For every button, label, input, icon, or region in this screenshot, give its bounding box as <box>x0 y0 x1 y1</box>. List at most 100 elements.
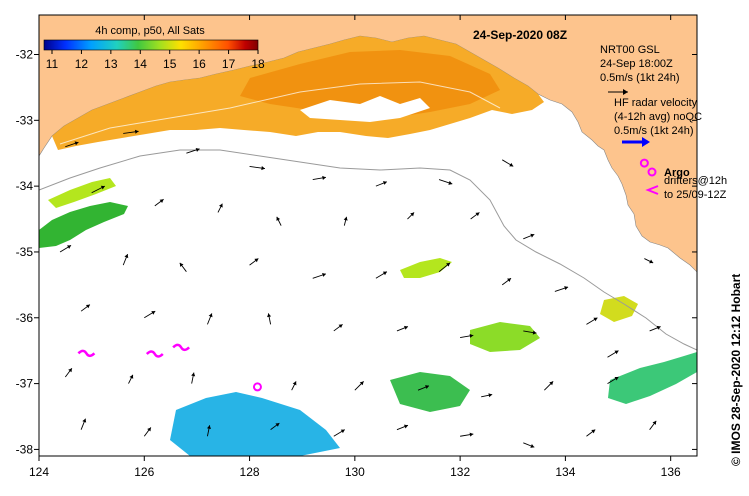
legend-hf-avg: (4-12h avg) noQC <box>614 111 702 123</box>
drifter-track <box>77 349 96 358</box>
current-vector-head <box>469 333 474 338</box>
current-vector-head <box>275 423 280 427</box>
current-vector-head <box>276 216 281 221</box>
colorbar-title: 4h comp, p50, All Sats <box>95 25 205 37</box>
current-vector <box>65 141 79 148</box>
current-vector <box>417 385 430 391</box>
current-vector-head <box>179 262 184 267</box>
current-vector-head <box>322 273 326 277</box>
argo-float-icon <box>252 382 262 392</box>
current-vector <box>276 216 282 226</box>
current-vector-head <box>343 216 348 221</box>
current-vector-head <box>74 141 79 146</box>
legend-drifters-line1: drifters@12h <box>664 175 727 187</box>
x-tick-label: 134 <box>555 465 575 479</box>
current-vector <box>501 277 512 286</box>
current-vector-head <box>151 311 156 315</box>
current-vector-head <box>410 212 415 217</box>
y-tick-label: -33 <box>16 113 34 127</box>
current-vector <box>291 381 297 391</box>
legend-hf-scale: 0.5m/s (1kt 24h) <box>614 125 693 137</box>
current-vector <box>607 350 619 358</box>
current-vector <box>206 425 211 437</box>
colorbar-tick-label: 14 <box>134 57 148 71</box>
current-vector-head <box>549 381 554 386</box>
current-vector-head <box>591 429 596 434</box>
colorbar-gradient <box>43 39 259 51</box>
current-vector <box>396 325 409 332</box>
current-vector-head <box>652 420 657 425</box>
current-vector <box>649 420 657 430</box>
plot-frame <box>38 14 698 457</box>
current-vector-head <box>425 385 430 389</box>
current-vector <box>354 381 364 391</box>
colorbar-tick-label: 18 <box>251 57 265 71</box>
current-vector <box>123 129 139 134</box>
current-vector <box>80 418 87 430</box>
current-vector <box>523 330 537 335</box>
y-tick-label: -38 <box>16 442 34 456</box>
current-vector <box>375 271 388 279</box>
current-vector-head <box>208 313 213 318</box>
legend-nrt-source: NRT00 GSL <box>600 44 660 56</box>
current-vector <box>438 179 453 185</box>
current-vector-head <box>530 444 535 448</box>
velocity-legend: NRT00 GSL 24-Sep 18:00Z 0.5m/s (1kt 24h)… <box>600 44 727 201</box>
legend-nrt-scale: 0.5m/s (1kt 24h) <box>600 72 679 84</box>
colorbar: 4h comp, p50, All Sats 11 12 13 14 15 16 17 18 <box>43 25 265 71</box>
current-vector <box>270 422 280 431</box>
current-vector <box>523 233 535 240</box>
current-vector <box>396 424 409 431</box>
y-tick-label: -37 <box>16 377 34 391</box>
legend-drifter-icon <box>645 185 659 195</box>
current-vector <box>154 198 164 207</box>
current-vector-head <box>292 381 297 386</box>
imos-credit: © IMOS 28-Sep-2020 12:12 Hobart <box>729 274 743 466</box>
current-vector-head <box>404 325 408 330</box>
current-vector <box>312 273 327 279</box>
current-vector-head <box>564 286 569 291</box>
current-vector-head <box>656 325 661 330</box>
sst-patch-east <box>600 296 638 322</box>
current-vector <box>343 216 348 226</box>
coastal-isobath <box>59 81 501 145</box>
current-vector <box>586 317 598 325</box>
current-vectors <box>59 129 661 448</box>
sst-white-gaps <box>300 96 430 122</box>
current-vector <box>144 310 156 319</box>
sst-patch-green-south <box>390 372 470 412</box>
current-vector-head <box>382 271 387 276</box>
x-tick-label: 126 <box>134 465 154 479</box>
current-vector <box>64 367 73 378</box>
current-vector-head <box>469 432 474 437</box>
current-vector-head <box>82 418 87 423</box>
argo-float-icon <box>639 158 649 168</box>
current-vector <box>59 244 72 253</box>
x-tick-label: 124 <box>29 465 49 479</box>
current-vector-head <box>147 427 151 432</box>
current-vector-head <box>261 166 265 171</box>
drifter-tracks <box>77 343 191 358</box>
legend-nrt-arrow-icon <box>608 89 628 95</box>
current-vector <box>460 333 474 338</box>
argo-floats <box>252 158 649 392</box>
current-vector-head <box>340 429 345 434</box>
current-vector-head <box>100 185 105 190</box>
sst-patch-cyan <box>170 392 340 456</box>
current-vector-head <box>159 199 164 203</box>
current-vector-head <box>649 259 654 264</box>
shelf-isobath <box>39 149 697 351</box>
current-vector <box>217 203 223 213</box>
current-vector-head <box>359 381 364 386</box>
sst-patch-west-light <box>48 178 116 208</box>
current-vector <box>470 212 480 220</box>
current-vector <box>186 147 200 154</box>
current-vector-head <box>134 129 139 134</box>
current-vector <box>267 313 272 325</box>
current-vector <box>249 258 259 266</box>
y-tick-label: -36 <box>16 311 34 325</box>
colorbar-tick-label: 16 <box>192 57 206 71</box>
x-tick-label: 132 <box>450 465 470 479</box>
current-vector <box>191 372 196 384</box>
